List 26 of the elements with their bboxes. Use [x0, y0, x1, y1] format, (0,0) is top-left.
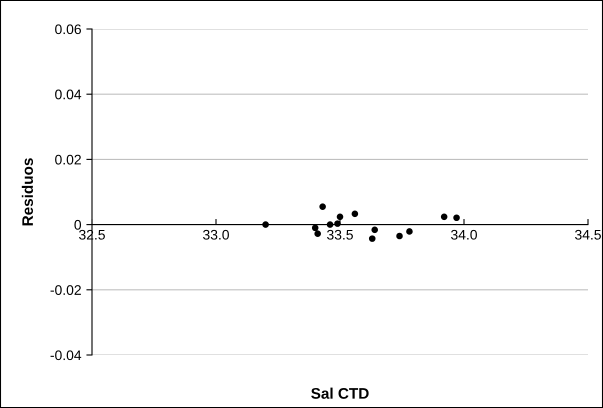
point [396, 232, 403, 240]
x-tick-label: 33.0 [203, 230, 229, 240]
point [314, 230, 321, 238]
point [352, 210, 358, 218]
y-tick-label: -0.04 [50, 350, 82, 360]
y-tick-label: 0.06 [55, 24, 81, 34]
point [453, 214, 460, 222]
y-axis-title: Residuos [22, 158, 34, 226]
point [262, 221, 269, 228]
y-tick-label: 0.02 [55, 154, 81, 165]
x-axis-title: Sal CTD [311, 388, 369, 399]
point [371, 226, 378, 234]
x-tick-label: 34.0 [451, 230, 477, 240]
point [368, 235, 376, 242]
x-tick-label: 34.5 [575, 230, 601, 240]
point [326, 221, 334, 228]
point [319, 203, 326, 210]
y-tick-label: 0 [74, 220, 82, 230]
point [406, 228, 413, 235]
point [334, 220, 341, 227]
point [336, 213, 344, 220]
point [312, 224, 318, 232]
y-tick-label: 0.04 [55, 90, 82, 100]
x-tick-label: 33.5 [327, 230, 353, 240]
point [440, 213, 448, 220]
y-tick-label: -0.02 [50, 285, 81, 295]
